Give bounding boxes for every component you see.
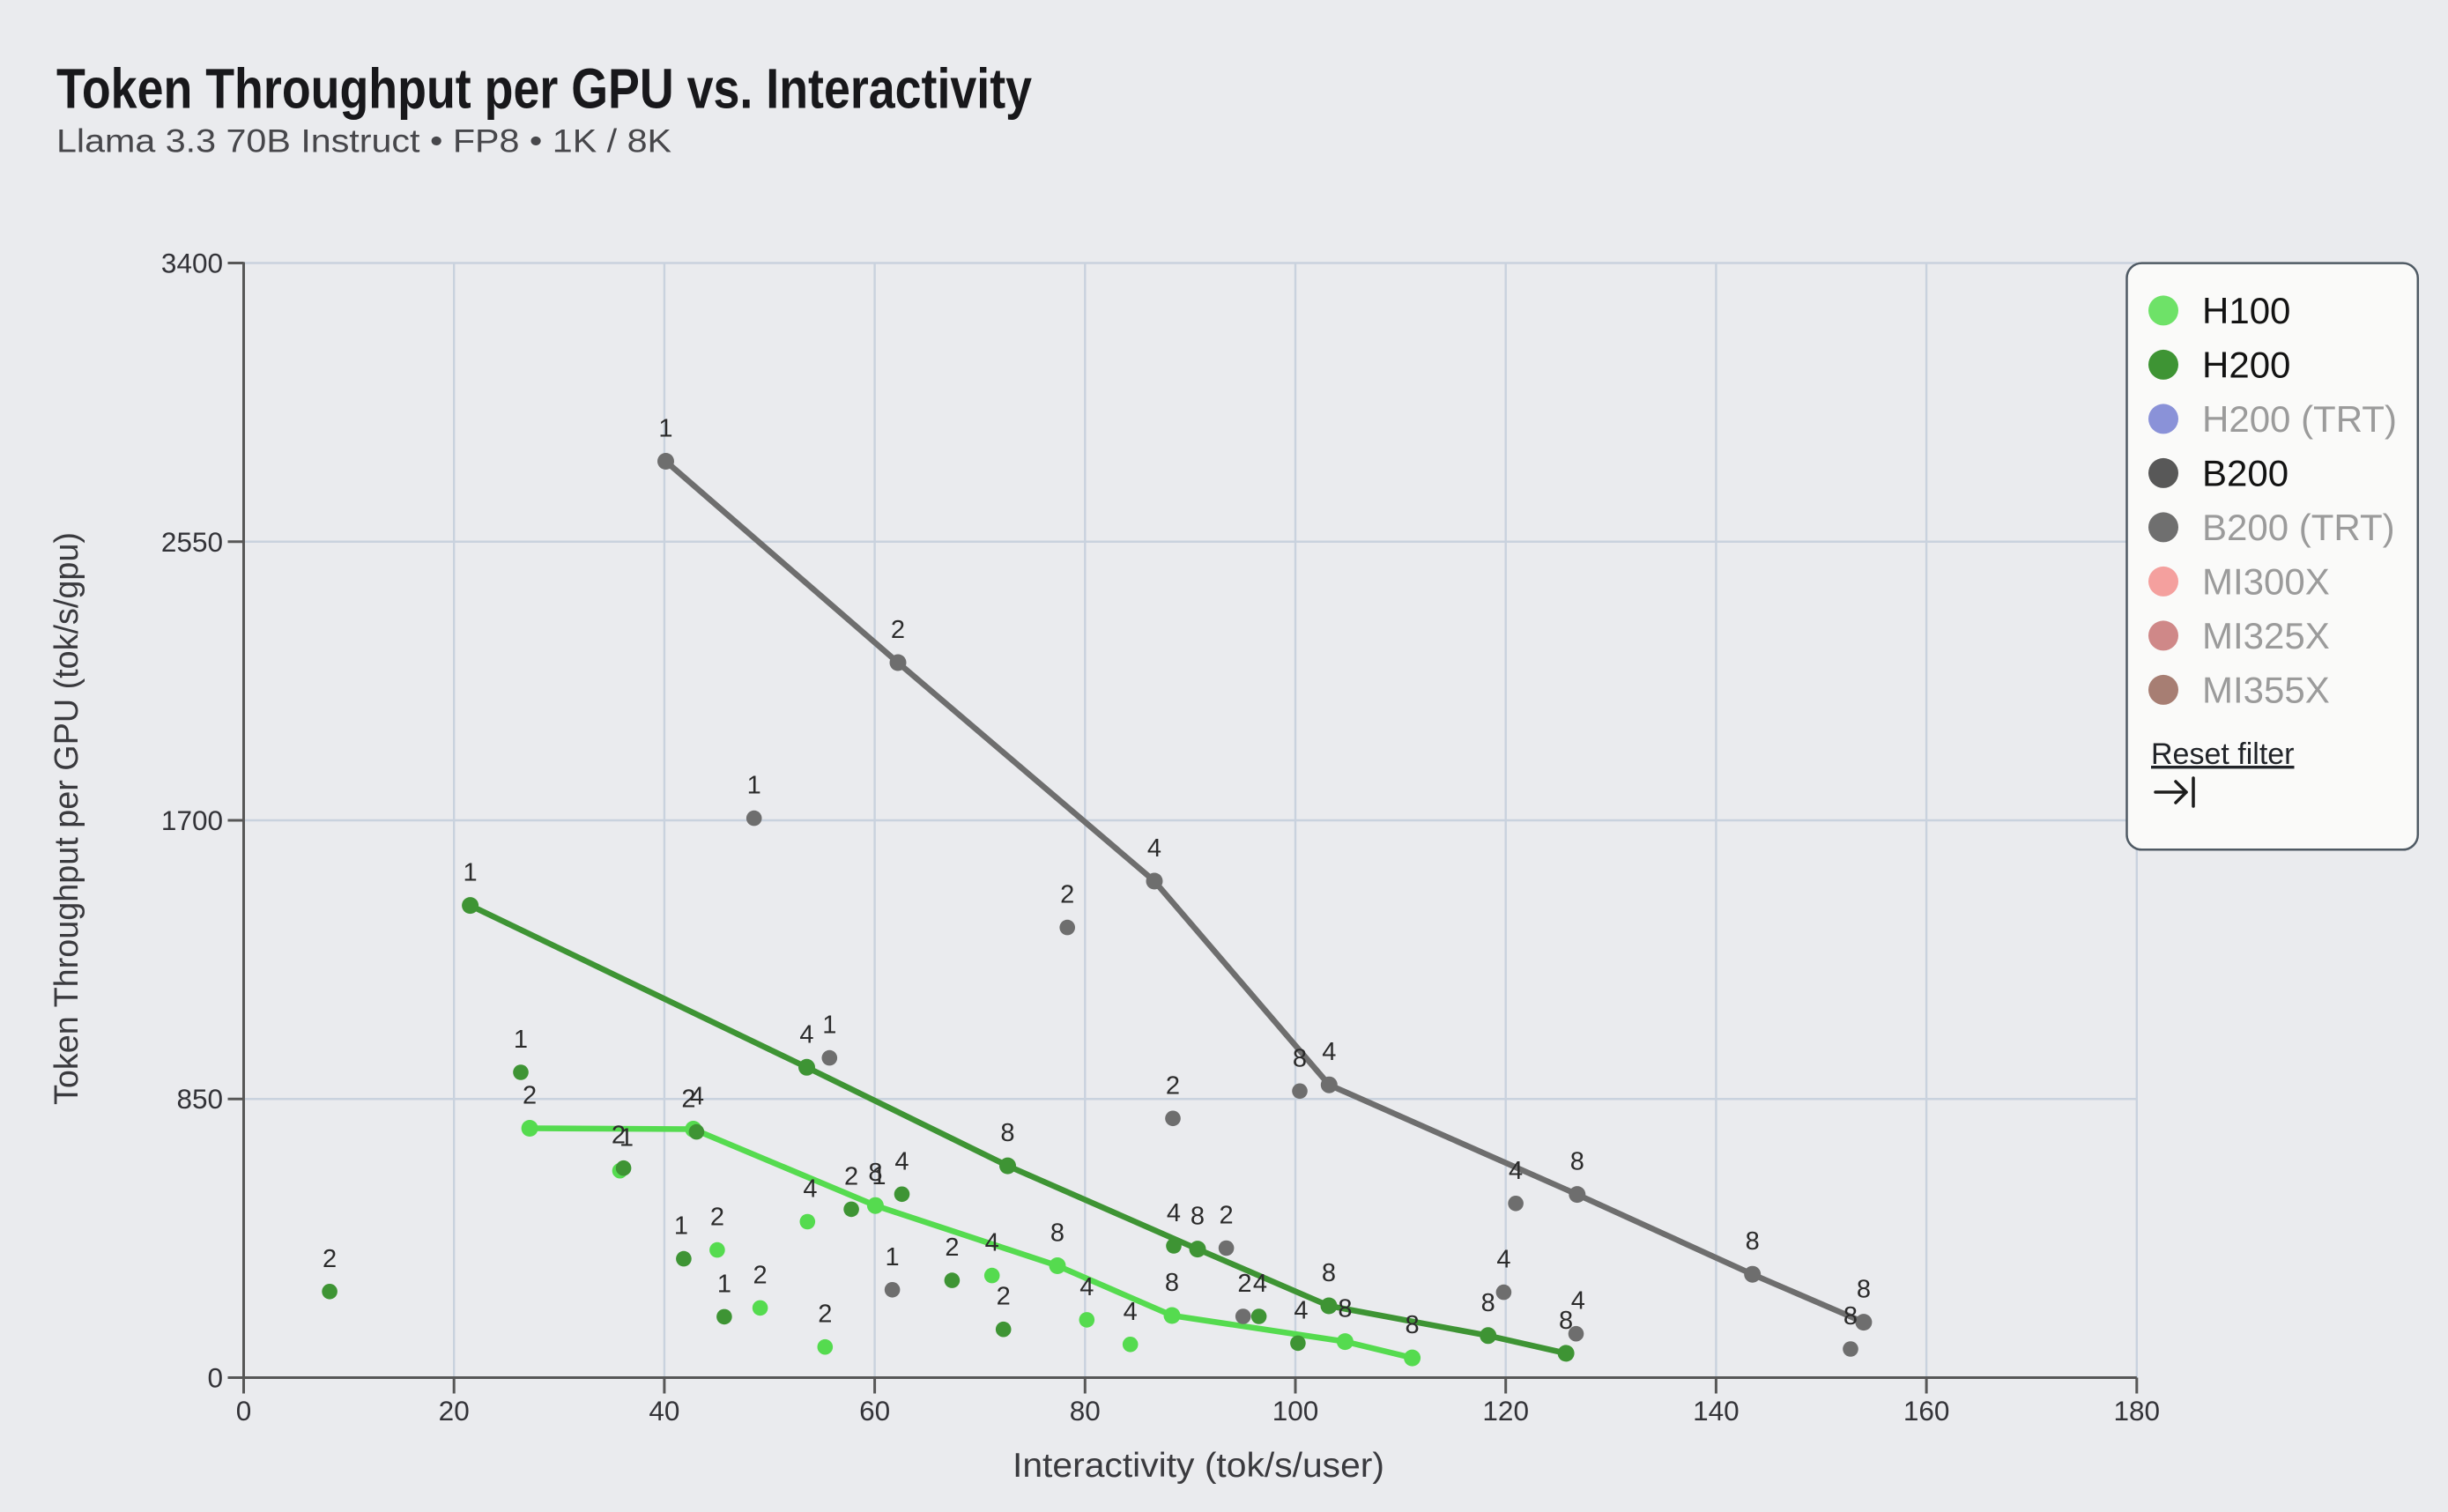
- svg-text:2: 2: [891, 616, 905, 644]
- svg-text:60: 60: [859, 1395, 890, 1427]
- svg-text:8: 8: [1843, 1302, 1858, 1330]
- svg-text:H100: H100: [2202, 290, 2290, 331]
- svg-text:2: 2: [1220, 1202, 1234, 1230]
- svg-text:2: 2: [523, 1082, 537, 1110]
- svg-text:1: 1: [886, 1243, 900, 1271]
- svg-text:4: 4: [1571, 1287, 1585, 1316]
- svg-text:4: 4: [1294, 1296, 1308, 1324]
- svg-text:120: 120: [1482, 1395, 1529, 1427]
- svg-text:2: 2: [818, 1301, 832, 1329]
- svg-text:8: 8: [1050, 1219, 1065, 1248]
- svg-text:4: 4: [1167, 1199, 1181, 1227]
- svg-text:8: 8: [1559, 1307, 1573, 1335]
- svg-text:8: 8: [1857, 1276, 1871, 1304]
- svg-text:4: 4: [690, 1083, 704, 1111]
- svg-text:8: 8: [1406, 1311, 1420, 1339]
- svg-text:2: 2: [844, 1162, 858, 1190]
- svg-text:4: 4: [1147, 834, 1161, 863]
- svg-text:MI300X: MI300X: [2202, 560, 2330, 602]
- svg-text:Llama 3.3 70B Instruct • FP8 •: Llama 3.3 70B Instruct • FP8 • 1K / 8K: [56, 123, 671, 159]
- svg-text:0: 0: [236, 1395, 252, 1427]
- svg-text:H200 (TRT): H200 (TRT): [2202, 398, 2397, 440]
- svg-text:2: 2: [997, 1283, 1011, 1311]
- svg-text:MI325X: MI325X: [2202, 615, 2330, 656]
- svg-text:8: 8: [1481, 1289, 1495, 1317]
- svg-text:Interactivity (tok/s/user): Interactivity (tok/s/user): [1013, 1447, 1384, 1485]
- svg-text:1: 1: [658, 415, 672, 443]
- svg-text:4: 4: [803, 1175, 817, 1204]
- svg-text:20: 20: [439, 1395, 470, 1427]
- svg-text:B200 (TRT): B200 (TRT): [2202, 507, 2395, 548]
- svg-text:1: 1: [674, 1212, 688, 1241]
- svg-text:2: 2: [681, 1086, 695, 1114]
- svg-text:2: 2: [753, 1261, 768, 1289]
- svg-text:4: 4: [894, 1147, 909, 1175]
- svg-text:8: 8: [1322, 1259, 1336, 1287]
- svg-text:4: 4: [1253, 1270, 1267, 1298]
- svg-text:4: 4: [1322, 1038, 1336, 1066]
- svg-text:Token Throughput per GPU (tok/: Token Throughput per GPU (tok/s/gpu): [48, 532, 85, 1105]
- svg-text:0: 0: [207, 1362, 223, 1394]
- svg-text:2: 2: [1166, 1071, 1180, 1100]
- svg-text:H200: H200: [2202, 344, 2290, 385]
- svg-text:8: 8: [1338, 1295, 1352, 1323]
- svg-text:1: 1: [619, 1124, 634, 1153]
- svg-text:4: 4: [1509, 1157, 1523, 1185]
- svg-text:2: 2: [1060, 881, 1074, 909]
- svg-text:8: 8: [868, 1159, 882, 1187]
- svg-text:3400: 3400: [161, 248, 223, 279]
- svg-text:140: 140: [1693, 1395, 1740, 1427]
- svg-text:8: 8: [1000, 1119, 1014, 1147]
- svg-text:1: 1: [514, 1026, 528, 1054]
- svg-text:4: 4: [985, 1229, 999, 1257]
- svg-text:Token Throughput per GPU vs. I: Token Throughput per GPU vs. Interactivi…: [56, 57, 1032, 121]
- svg-text:1700: 1700: [161, 804, 223, 836]
- svg-text:2: 2: [612, 1122, 626, 1150]
- svg-text:2: 2: [945, 1234, 959, 1262]
- svg-text:Reset filter: Reset filter: [2151, 737, 2295, 771]
- svg-text:160: 160: [1903, 1395, 1950, 1427]
- svg-text:2: 2: [1237, 1270, 1251, 1298]
- svg-text:4: 4: [1124, 1298, 1138, 1326]
- svg-text:2: 2: [323, 1245, 337, 1273]
- svg-text:MI355X: MI355X: [2202, 669, 2330, 710]
- svg-text:1: 1: [717, 1270, 731, 1298]
- svg-text:B200: B200: [2202, 452, 2289, 493]
- svg-text:100: 100: [1272, 1395, 1319, 1427]
- svg-text:40: 40: [649, 1395, 679, 1427]
- svg-text:8: 8: [1293, 1044, 1307, 1072]
- svg-text:8: 8: [1570, 1148, 1584, 1176]
- svg-text:8: 8: [1191, 1203, 1205, 1231]
- svg-text:8: 8: [1746, 1227, 1760, 1256]
- svg-text:80: 80: [1070, 1395, 1101, 1427]
- svg-text:850: 850: [176, 1083, 223, 1115]
- svg-text:4: 4: [1079, 1273, 1094, 1301]
- svg-text:4: 4: [799, 1020, 813, 1049]
- svg-text:2: 2: [710, 1204, 724, 1232]
- svg-text:1: 1: [464, 859, 478, 887]
- svg-text:4: 4: [1496, 1246, 1510, 1274]
- svg-text:8: 8: [1165, 1269, 1179, 1297]
- svg-text:1: 1: [872, 1162, 886, 1190]
- svg-text:1: 1: [822, 1012, 836, 1040]
- svg-text:180: 180: [2114, 1395, 2161, 1427]
- svg-text:2550: 2550: [161, 526, 223, 558]
- svg-text:1: 1: [747, 772, 761, 800]
